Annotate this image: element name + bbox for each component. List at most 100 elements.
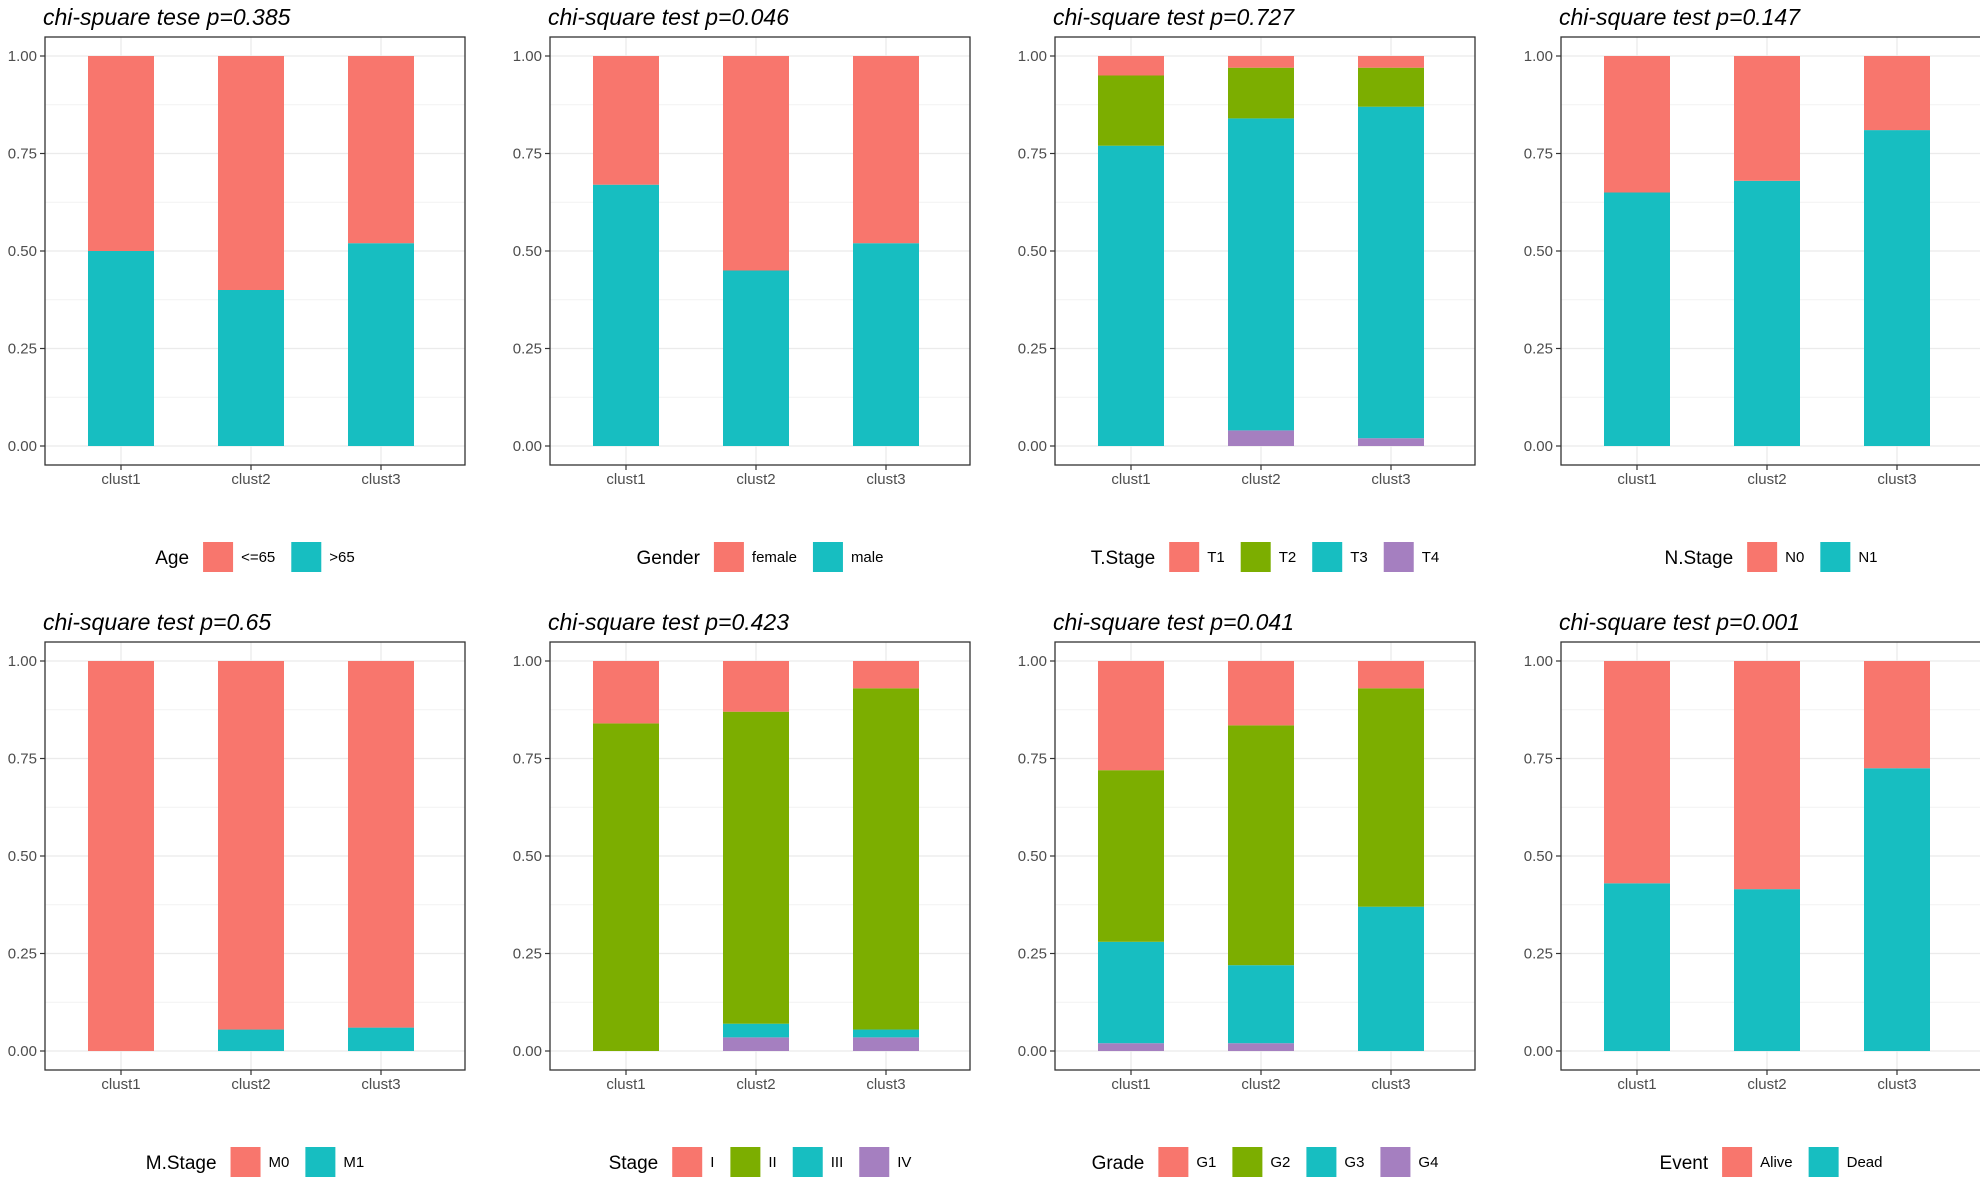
y-tick-label: 0.25	[1524, 946, 1553, 963]
bar-segment-clust3-65	[348, 56, 414, 244]
panel-title: chi-square test p=0.727	[1053, 4, 1295, 30]
panel-title: chi-square test p=0.001	[1559, 609, 1800, 635]
y-tick-label: 0.00	[513, 1043, 542, 1060]
x-tick-label: clust3	[1877, 1076, 1916, 1093]
legend-label: T3	[1350, 549, 1368, 566]
bar-segment-clust1-female	[593, 56, 659, 185]
y-tick-label: 1.00	[1018, 48, 1047, 65]
y-tick-label: 0.50	[1018, 848, 1047, 865]
bar-segment-clust2-T3	[1228, 118, 1294, 431]
x-tick-label: clust2	[231, 471, 270, 488]
legend-label: II	[768, 1154, 776, 1171]
bar-segment-clust1-T2	[1098, 75, 1164, 146]
chart-panel-4: chi-square test p=0.147 0.00 0.25 0.50 0.75 1…	[1524, 4, 1980, 572]
bar-segment-clust3-male	[853, 243, 919, 446]
bar-segment-clust3-M0	[348, 661, 414, 1028]
bar-segment-clust2-Alive	[1734, 661, 1800, 890]
y-tick-label: 0.50	[1524, 848, 1553, 865]
bar-segment-clust3-IV	[853, 1037, 919, 1051]
legend-label: female	[752, 549, 797, 566]
bar-segment-clust2-III	[723, 1023, 789, 1038]
x-tick-label: clust3	[1371, 471, 1410, 488]
y-tick-label: 0.50	[8, 243, 37, 260]
y-tick-label: 0.25	[513, 946, 542, 963]
chart-panel-7: chi-square test p=0.041 0.00 0.25 0.50 0.75 1…	[1018, 609, 1476, 1177]
legend-key-male	[812, 542, 843, 572]
bar-segment-clust1-I	[593, 661, 659, 724]
y-tick-label: 0.75	[1018, 146, 1047, 163]
y-tick-label: 0.25	[1018, 946, 1047, 963]
x-tick-label: clust1	[606, 471, 645, 488]
y-tick-label: 0.50	[513, 848, 542, 865]
y-tick-label: 0.00	[8, 438, 37, 455]
legend-label: T4	[1422, 549, 1440, 566]
y-tick-label: 0.00	[513, 438, 542, 455]
bar-segment-clust3-G3	[1358, 906, 1424, 1051]
y-tick-label: 0.25	[513, 341, 542, 358]
legend-key-G1	[1158, 1147, 1189, 1177]
panel-title: chi-square test p=0.423	[548, 609, 789, 635]
bar-segment-clust3-T2	[1358, 67, 1424, 107]
y-tick-label: 1.00	[8, 653, 37, 670]
chart-panel-6: chi-square test p=0.423 0.00 0.25 0.50 0.75 1…	[513, 609, 971, 1177]
bar-segment-clust1-M0	[88, 661, 154, 1051]
bar-segment-clust3-III	[853, 1029, 919, 1038]
bar-segment-clust2-G1	[1228, 661, 1294, 726]
bar-segment-clust3-G1	[1358, 661, 1424, 689]
legend-label: G4	[1418, 1154, 1438, 1171]
y-tick-label: 0.75	[1524, 751, 1553, 768]
legend-key-Alive	[1722, 1147, 1753, 1177]
y-tick-label: 1.00	[513, 48, 542, 65]
bar-segment-clust3-N0	[1864, 56, 1930, 131]
bar-segment-clust2-male	[723, 270, 789, 446]
bar-segment-clust1-T1	[1098, 56, 1164, 76]
bar-segment-clust2-N0	[1734, 56, 1800, 181]
legend-key-female	[713, 542, 744, 572]
bar-segment-clust3-M1	[348, 1027, 414, 1051]
legend-key-G4	[1380, 1147, 1411, 1177]
x-tick-label: clust1	[1111, 1076, 1150, 1093]
panel-title: chi-square test p=0.65	[43, 609, 271, 635]
bar-segment-clust1-N1	[1604, 192, 1670, 446]
x-tick-label: clust2	[231, 1076, 270, 1093]
bar-segment-clust3-T3	[1358, 106, 1424, 439]
bar-segment-clust3-Dead	[1864, 768, 1930, 1051]
legend-label: M1	[343, 1154, 364, 1171]
y-tick-label: 0.75	[1524, 146, 1553, 163]
bar-segment-clust1-II	[593, 723, 659, 1051]
bar-segment-clust1-G3	[1098, 941, 1164, 1044]
legend-title: Age	[155, 548, 189, 569]
bar-segment-clust2-65	[218, 290, 284, 446]
y-tick-label: 1.00	[513, 653, 542, 670]
bar-segment-clust2-I	[723, 661, 789, 712]
bar-segment-clust2-G2	[1228, 725, 1294, 966]
x-tick-label: clust3	[361, 1076, 400, 1093]
legend-key-T1	[1169, 542, 1200, 572]
legend-title: N.Stage	[1664, 548, 1733, 569]
x-tick-label: clust1	[1111, 471, 1150, 488]
x-tick-label: clust2	[736, 1076, 775, 1093]
y-tick-label: 0.00	[8, 1043, 37, 1060]
x-tick-label: clust2	[736, 471, 775, 488]
bar-segment-clust1-65	[88, 251, 154, 446]
panel-title: chi-square test p=0.046	[548, 4, 789, 30]
bar-segment-clust2-female	[723, 56, 789, 271]
legend-key-IV	[859, 1147, 890, 1177]
y-tick-label: 0.50	[1524, 243, 1553, 260]
x-tick-label: clust3	[866, 471, 905, 488]
legend-key-T4	[1383, 542, 1414, 572]
legend-label: I	[710, 1154, 714, 1171]
legend-label: T1	[1207, 549, 1225, 566]
legend-key-G3	[1306, 1147, 1337, 1177]
x-tick-label: clust2	[1241, 471, 1280, 488]
bar-segment-clust1-T3	[1098, 145, 1164, 446]
legend-key-65	[291, 542, 322, 572]
y-tick-label: 0.25	[8, 946, 37, 963]
legend-key-Dead	[1808, 1147, 1839, 1177]
bar-segment-clust3-T1	[1358, 56, 1424, 68]
chart-panel-5: chi-square test p=0.65 0.00 0.25 0.50 0.75 1.…	[8, 609, 466, 1177]
legend-title: Grade	[1092, 1153, 1145, 1174]
bar-segment-clust2-M0	[218, 661, 284, 1030]
x-tick-label: clust3	[866, 1076, 905, 1093]
legend-label: T2	[1279, 549, 1297, 566]
